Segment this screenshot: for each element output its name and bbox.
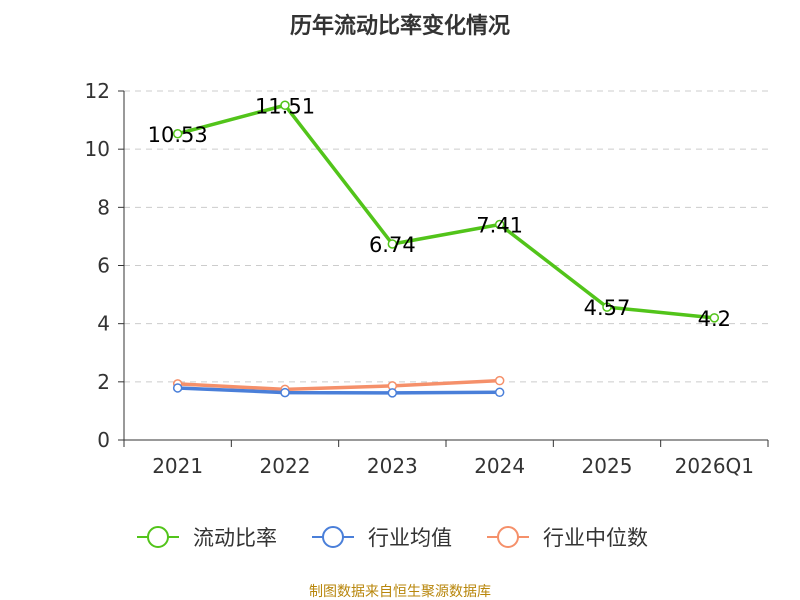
source-note: 制图数据来自恒生聚源数据库 — [309, 584, 491, 600]
data-point[interactable] — [387, 239, 398, 249]
data-label: 11.51 — [255, 94, 315, 118]
data-point[interactable] — [494, 387, 505, 398]
x-tick-label: 2024 — [474, 454, 525, 478]
data-point[interactable] — [494, 375, 505, 386]
data-point[interactable] — [172, 383, 183, 393]
y-tick-label: 6 — [97, 254, 110, 278]
y-tick-label: 0 — [97, 428, 110, 452]
x-tick-label: 2023 — [367, 454, 418, 478]
data-point[interactable] — [494, 219, 505, 230]
data-label: 4.57 — [584, 296, 631, 320]
grid — [124, 90, 768, 383]
series-line-0 — [175, 103, 717, 320]
data-point[interactable] — [280, 100, 290, 111]
data-point[interactable] — [172, 129, 183, 139]
y-tick-label: 2 — [97, 370, 110, 394]
legend-label[interactable]: 行业均值 — [368, 526, 452, 550]
x-tick-label: 2025 — [582, 454, 633, 478]
x-tick-label: 2022 — [260, 454, 311, 478]
data-point[interactable] — [387, 388, 398, 398]
legend-marker[interactable] — [322, 526, 344, 548]
data-label: 6.74 — [369, 233, 416, 257]
y-tick-label: 12 — [85, 79, 110, 103]
legend-marker[interactable] — [147, 526, 169, 548]
legend: 流动比率 行业均值 行业中位数 — [137, 526, 648, 550]
data-label: 4.2 — [698, 307, 731, 331]
x-tick-label: 2026Q1 — [675, 454, 754, 478]
data-label: 10.53 — [148, 123, 208, 147]
legend-label[interactable]: 行业中位数 — [543, 526, 648, 550]
legend-label[interactable]: 流动比率 — [193, 526, 277, 550]
x-tick-label: 2021 — [152, 454, 203, 478]
y-tick-label: 4 — [97, 312, 110, 336]
axes: 0 2 4 6 8 10 12 2021 2022 2023 2024 2025 2026Q1 — [85, 79, 769, 478]
data-point[interactable] — [280, 387, 290, 398]
chart-title: 历年流动比率变化情况 — [290, 13, 510, 39]
y-tick-label: 8 — [97, 195, 110, 219]
data-point[interactable] — [602, 302, 612, 312]
series-line-2 — [175, 378, 502, 392]
data-point[interactable] — [709, 313, 720, 323]
legend-marker[interactable] — [497, 526, 519, 548]
series-area — [172, 100, 720, 398]
y-tick-label: 10 — [85, 137, 110, 161]
series-line-1 — [175, 386, 502, 395]
data-label: 7.41 — [476, 213, 523, 237]
data-labels: 10.53 11.51 6.74 7.41 4.57 4.2 — [148, 94, 731, 331]
